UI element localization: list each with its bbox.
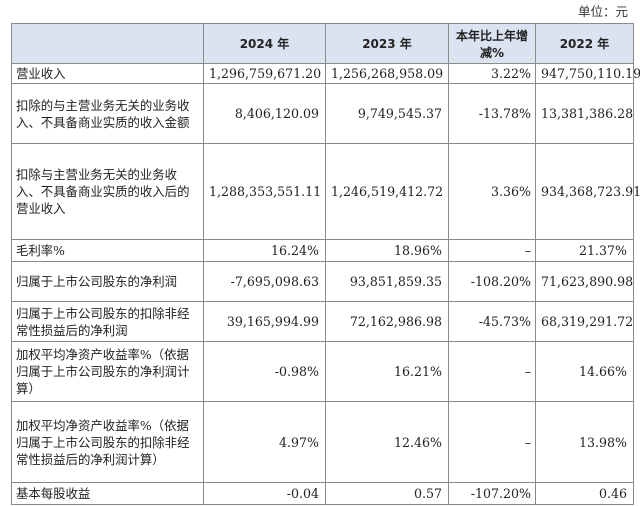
value-2024: 1,288,353,551.11 [203, 143, 326, 240]
table-row: 加权平均净资产收益率%（依据归属于上市公司股东的净利润计算） -0.98% 16… [11, 341, 634, 402]
header-2024: 2024 年 [203, 23, 326, 64]
value-2024: 16.24% [203, 239, 326, 262]
row-label: 归属于上市公司股东的净利润 [11, 261, 204, 302]
value-change: – [448, 239, 536, 262]
value-2023: 9,749,545.37 [325, 83, 449, 144]
value-2023: 72,162,986.98 [325, 301, 449, 342]
table-row: 扣除的与主营业务无关的业务收入、不具备商业实质的收入金额 8,406,120.0… [11, 83, 634, 144]
value-2024: -0.04 [203, 482, 326, 505]
row-label: 加权平均净资产收益率%（依据归属于上市公司股东的净利润计算） [11, 341, 204, 402]
table-row: 基本每股收益 -0.04 0.57 -107.20% 0.46 [11, 482, 634, 505]
value-change: -13.78% [448, 83, 536, 144]
value-2022: 0.46 [535, 482, 634, 505]
value-2023: 18.96% [325, 239, 449, 262]
value-2024: -0.98% [203, 341, 326, 402]
table-row: 营业收入 1,296,759,671.20 1,256,268,958.09 3… [11, 63, 640, 84]
row-label: 扣除的与主营业务无关的业务收入、不具备商业实质的收入金额 [11, 83, 204, 144]
table-row: 毛利率% 16.24% 18.96% – 21.37% [11, 239, 634, 262]
value-2023: 12.46% [325, 401, 449, 483]
value-change: – [448, 341, 536, 402]
row-label: 加权平均净资产收益率%（依据归属于上市公司股东的扣除非经常性损益后的净利润计算） [11, 401, 204, 483]
value-change: -107.20% [448, 482, 536, 505]
table-row: 加权平均净资产收益率%（依据归属于上市公司股东的扣除非经常性损益后的净利润计算）… [11, 401, 634, 483]
value-2024: 8,406,120.09 [203, 83, 326, 144]
header-2023: 2023 年 [325, 23, 449, 64]
value-2023: 93,851,859.35 [325, 261, 449, 302]
table-row: 归属于上市公司股东的净利润 -7,695,098.63 93,851,859.3… [11, 261, 634, 302]
row-label: 基本每股收益 [11, 482, 204, 505]
value-2022: 14.66% [535, 341, 634, 402]
value-change: -45.73% [448, 301, 536, 342]
header-change: 本年比上年增减% [448, 23, 536, 64]
value-2024: 1,296,759,671.20 [203, 63, 326, 84]
row-label: 营业收入 [11, 63, 204, 84]
header-item [11, 23, 204, 64]
value-change: 3.22% [448, 63, 536, 84]
financial-summary-table: 2024 年 2023 年 本年比上年增减% 2022 年 营业收入 1,296… [11, 23, 640, 505]
value-2022: 13,381,386.28 [535, 83, 634, 144]
row-label: 归属于上市公司股东的扣除非经常性损益后的净利润 [11, 301, 204, 342]
value-change: 3.36% [448, 143, 536, 240]
value-2022: 934,368,723.91 [535, 143, 640, 240]
value-2022: 71,623,890.98 [535, 261, 634, 302]
value-2022: 947,750,110.19 [535, 63, 640, 84]
table-row: 扣除与主营业务无关的业务收入、不具备商业实质的收入后的营业收入 1,288,35… [11, 143, 640, 240]
value-2022: 13.98% [535, 401, 634, 483]
table-row: 归属于上市公司股东的扣除非经常性损益后的净利润 39,165,994.99 72… [11, 301, 634, 342]
row-label: 毛利率% [11, 239, 204, 262]
unit-label: 单位：元 [577, 4, 628, 19]
value-2023: 0.57 [325, 482, 449, 505]
value-2023: 1,256,268,958.09 [325, 63, 449, 84]
value-change: – [448, 401, 536, 483]
value-2023: 1,246,519,412.72 [325, 143, 449, 240]
value-2022: 68,319,291.72 [535, 301, 634, 342]
value-change: -108.20% [448, 261, 536, 302]
row-label: 扣除与主营业务无关的业务收入、不具备商业实质的收入后的营业收入 [11, 143, 204, 240]
value-2024: -7,695,098.63 [203, 261, 326, 302]
value-2023: 16.21% [325, 341, 449, 402]
value-2022: 21.37% [535, 239, 634, 262]
header-2022: 2022 年 [535, 23, 634, 64]
header-row: 2024 年 2023 年 本年比上年增减% 2022 年 [11, 23, 634, 64]
value-2024: 39,165,994.99 [203, 301, 326, 342]
value-2024: 4.97% [203, 401, 326, 483]
